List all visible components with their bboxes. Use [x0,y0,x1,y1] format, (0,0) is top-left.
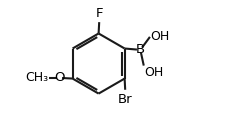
Text: Br: Br [117,93,132,106]
Text: CH₃: CH₃ [25,71,48,84]
Text: O: O [54,71,65,84]
Text: OH: OH [150,30,169,43]
Text: OH: OH [144,66,163,79]
Text: F: F [95,7,103,20]
Text: B: B [135,43,144,56]
